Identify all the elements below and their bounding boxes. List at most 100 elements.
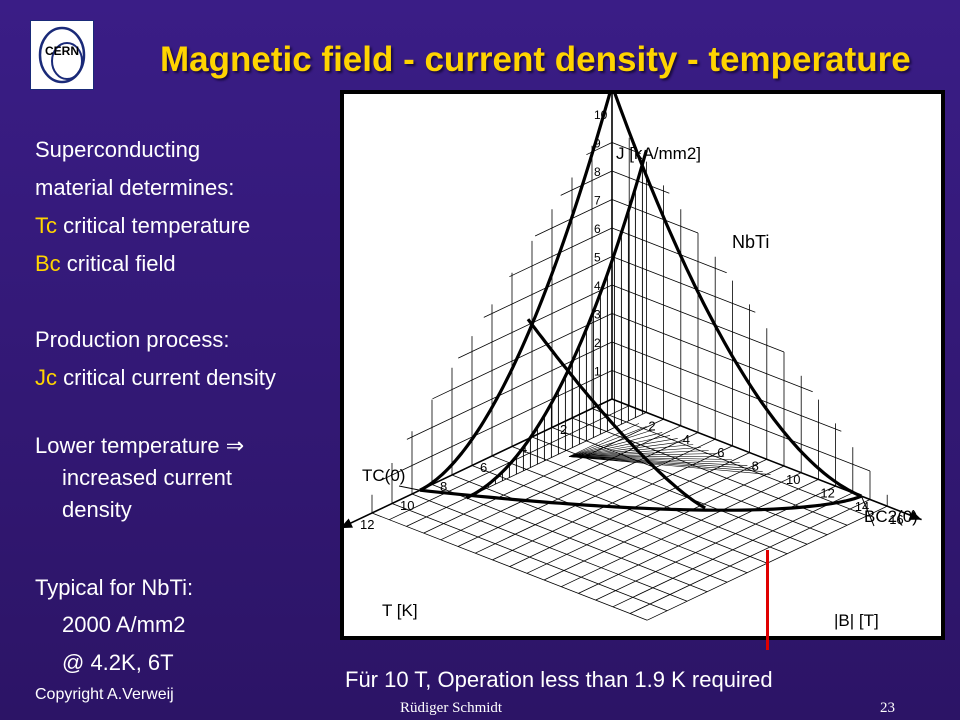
grid-line [611,313,813,393]
j-tick-label: 5 [594,251,601,265]
hatch-line [568,456,748,466]
hatch-line [568,456,771,475]
j-tick-label: 2 [594,336,601,350]
grid-line [492,445,733,561]
j-tick-label: 3 [594,308,601,322]
t-tick-label: 12 [360,517,374,532]
hatch-line [568,456,740,463]
j-tick-label: 7 [594,194,601,208]
t-axis [344,398,613,528]
t-tick-label: 2 [560,422,567,437]
b-tick-label: 4 [683,432,690,447]
text-line-production: Production process: [35,327,230,352]
text-line-1: Superconducting [35,137,201,162]
text-line-2: material determines: [35,175,235,200]
hatch-line [568,456,756,469]
critical-surface-diagram: 1 2 3 4 5 6 7 8 9 10 2 4 6 8 10 12 2 4 6 8 10 12 14 16 J [kA/mm… [340,90,945,640]
b-tick-label: 8 [752,459,759,474]
jt-curve-b2 [465,149,648,500]
b-axis [611,398,922,521]
b-axis-arrow [908,510,922,520]
b-tick-label: 6 [717,445,724,460]
j-tick-label: 1 [594,365,601,379]
b-tick-label: 14 [855,499,869,514]
logo-text: CERN [45,44,79,58]
hatch-line [568,441,686,457]
j-tick-label: 4 [594,279,601,293]
hatch-line [568,456,763,472]
text-line-current: 2000 A/mm2 [62,612,186,637]
bc-pointer [860,495,875,527]
10t-marker-line [766,550,769,650]
diagram-curves [419,94,863,512]
jb-curve-t4 [526,318,706,510]
grid-line [423,418,664,534]
text-line-bc: Bc critical field [35,251,176,277]
grid-line [612,492,853,608]
grid-line [595,485,836,601]
tc-description: critical temperature [57,213,251,238]
tc-pointer [398,485,421,491]
j-tick-label: 10 [594,108,608,122]
grid-line [578,479,819,594]
hatch-line [568,426,647,457]
grid-line [458,284,613,359]
hatch-line [568,432,663,457]
diagram-hatching [466,164,771,498]
hatch-line [568,438,678,457]
grid-line [611,170,670,194]
grid-line [629,499,871,614]
grid-line [526,458,767,574]
text-line-conditions: @ 4.2K, 6T [62,650,174,675]
material-label: NbTi [732,232,769,252]
hatch-line [568,456,732,460]
t-tick-label: 10 [400,498,414,513]
copyright: Copyright A.Verweij [35,686,174,703]
diagram-axes [344,94,922,529]
bc-description: critical field [60,251,176,276]
t-axis-arrow [344,518,353,529]
text-line-typical: Typical for NbTi: [35,575,194,600]
jb-critical-curve [613,94,863,498]
t-axis-label: T [K] [382,601,418,620]
t-tick-label: 8 [440,479,447,494]
b-tick-label: 16 [889,512,903,527]
author: Rüdiger Schmidt [400,700,503,716]
text-line-increased: increased current [62,465,232,490]
grid-line [561,472,802,588]
text-line-density: density [62,497,132,522]
jc-description: critical current density [57,365,276,390]
bc-label: BC2(0) [864,507,918,526]
jt-critical-curve [419,94,612,492]
j-tick-label: 6 [594,222,601,236]
t-tick-label: 6 [480,460,487,475]
hatch-line [568,435,671,457]
text-line-jc: Jc critical current density [35,365,276,391]
grid-line [406,341,613,440]
grid-line [509,452,750,567]
grid-line [457,432,699,547]
grid-line [611,256,756,313]
grid-line [534,199,613,237]
j-tick-label: 8 [594,165,601,179]
cern-logo: CERN [30,20,94,90]
grid-line [406,412,647,527]
hatch-line [568,429,655,457]
tc-label: TC(0) [362,466,405,485]
diagram-grid [371,114,888,621]
b-tick-label: 2 [648,418,655,433]
grid-line [381,370,613,481]
tc-term: Tc [35,213,57,238]
grid-line [543,465,785,581]
t-tick-label: 4 [520,441,527,456]
grid-line [586,142,613,156]
grid-line [440,425,681,541]
b-tick-label: 12 [820,485,834,500]
jc-term: Jc [35,365,57,390]
grid-line [611,370,871,472]
grid-line [560,170,613,196]
caption: Für 10 T, Operation less than 1.9 K requ… [345,667,773,692]
grid-line [432,313,613,400]
grid-line [611,227,727,274]
